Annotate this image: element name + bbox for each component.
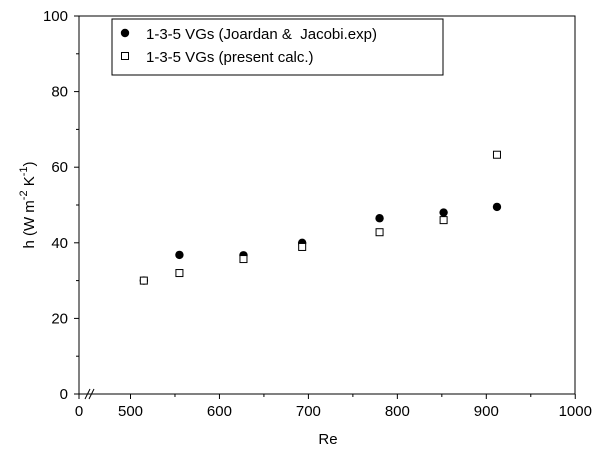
legend-label-exp: 1-3-5 VGs (Joardan & Jacobi.exp): [146, 26, 377, 43]
x-axis-title: Re: [318, 431, 337, 448]
data-point-exp: [175, 250, 184, 260]
data-point-calc: [298, 242, 307, 251]
y-tick-label: 80: [51, 84, 68, 101]
x-tick-label: 0: [75, 403, 83, 420]
x-tick-label: 700: [296, 403, 321, 420]
x-tick-label: 800: [385, 403, 410, 420]
x-tick-label: 500: [118, 403, 143, 420]
x-tick-label: 1000: [559, 403, 592, 420]
x-axis-ticks: 0 500 600 700 800 900 1000: [75, 394, 592, 420]
data-point-calc: [439, 216, 448, 225]
y-axis-title-mid: K: [21, 176, 38, 190]
y-axis-title-sup2: -1: [18, 166, 30, 176]
data-point-calc: [492, 150, 501, 159]
y-tick-label: 60: [51, 159, 68, 176]
y-axis-title-end: ): [21, 161, 38, 166]
x-tick-label: 600: [207, 403, 232, 420]
legend-frame: [111, 18, 444, 76]
y-axis-ticks: 0 20 40 60 80 100: [43, 8, 79, 403]
data-point-calc: [239, 255, 248, 264]
y-tick-label: 40: [51, 235, 68, 252]
data-point-exp: [492, 202, 502, 212]
y-axis-title: h (W m-2 K-1): [18, 161, 38, 248]
data-point-calc: [139, 276, 148, 285]
y-axis-title-sup1: -2: [18, 190, 30, 200]
legend: 1-3-5 VGs (Joardan & Jacobi.exp) 1-3-5 V…: [111, 18, 444, 76]
y-axis-title-base: h (W m: [21, 200, 38, 248]
x-tick-label: 900: [474, 403, 499, 420]
data-point-exp: [439, 208, 448, 217]
data-point-calc: [375, 228, 384, 237]
y-tick-label: 0: [60, 386, 68, 403]
y-tick-label: 20: [51, 310, 68, 327]
legend-label-calc: 1-3-5 VGs (present calc.): [146, 49, 314, 66]
x-axis-break-marks: [84, 388, 95, 400]
data-point-calc: [175, 269, 184, 278]
legend-marker-calc: [121, 52, 129, 60]
data-points: [139, 150, 502, 285]
y-tick-label: 100: [43, 8, 68, 25]
legend-marker-exp: [120, 28, 130, 38]
data-point-exp: [375, 214, 384, 223]
